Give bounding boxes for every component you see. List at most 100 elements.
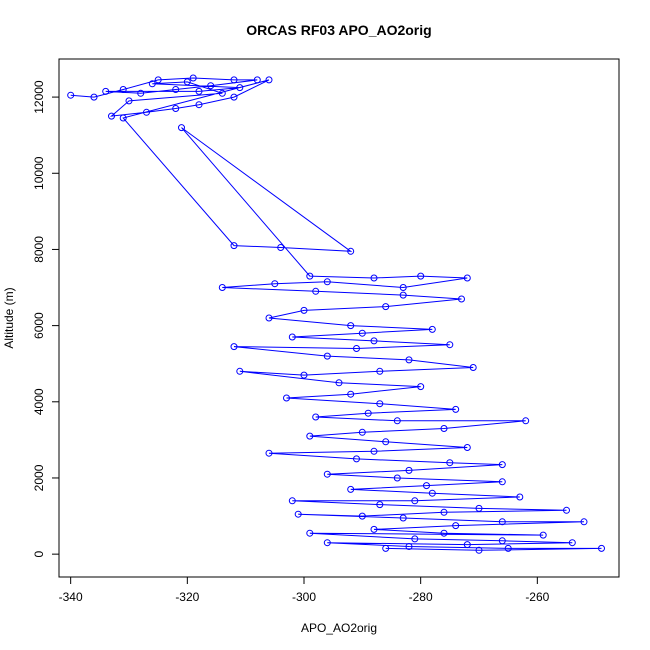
data-point-0-96 <box>370 525 378 533</box>
data-point-0-9 <box>137 89 145 97</box>
data-point-0-48 <box>353 345 360 352</box>
data-point-0-78 <box>393 474 401 482</box>
data-point-0-94 <box>580 518 588 526</box>
data-point-0-97 <box>440 529 448 537</box>
data-point-0-45 <box>288 333 296 341</box>
series-line-0 <box>70 77 602 551</box>
data-point-0-108 <box>475 546 483 554</box>
data-point-0-19 <box>172 105 180 112</box>
data-point-0-61 <box>452 405 460 413</box>
data-point-0-57 <box>417 383 425 391</box>
data-point-0-12 <box>236 84 244 92</box>
data-point-0-82 <box>428 489 436 497</box>
data-point-0-28 <box>306 272 314 280</box>
x-axis: -340 -320 -300 -280 -260 <box>59 576 550 604</box>
x-tick-label-1: -320 <box>175 590 199 604</box>
x-tick-label-4: -260 <box>525 590 549 604</box>
data-point-0-98 <box>539 531 547 539</box>
data-point-0-80 <box>423 482 430 490</box>
data-point-0-13 <box>148 80 156 88</box>
data-point-0-7 <box>207 82 215 90</box>
y-axis-label: Altitude (m) <box>2 287 16 348</box>
data-point-0-95 <box>452 522 460 530</box>
data-point-0-86 <box>376 501 384 509</box>
data-point-0-64 <box>393 417 401 425</box>
data-point-0-107 <box>598 544 605 552</box>
data-point-0-16 <box>125 97 133 105</box>
y-tick-label-2: 4000 <box>32 388 46 415</box>
y-tick-label-1: 2000 <box>32 464 46 491</box>
data-point-0-25 <box>277 244 285 251</box>
data-point-0-30 <box>417 272 425 280</box>
data-point-0-11 <box>195 87 203 95</box>
data-point-0-4 <box>189 74 197 82</box>
data-point-0-106 <box>504 544 512 552</box>
data-point-0-99 <box>306 529 314 537</box>
data-point-0-105 <box>405 543 413 550</box>
data-point-0-6 <box>253 76 261 84</box>
data-point-0-22 <box>265 76 273 84</box>
data-point-0-14 <box>183 78 191 86</box>
data-point-0-59 <box>283 394 290 402</box>
data-point-0-74 <box>446 459 454 467</box>
data-point-0-70 <box>463 444 471 451</box>
data-point-0-68 <box>306 432 314 440</box>
data-point-0-5 <box>230 76 238 84</box>
data-point-0-39 <box>382 303 390 311</box>
data-point-0-26 <box>347 247 355 255</box>
data-point-0-91 <box>294 510 302 518</box>
data-point-0-73 <box>353 455 360 463</box>
data-point-0-33 <box>323 278 331 286</box>
data-point-0-10 <box>102 87 110 95</box>
data-point-0-43 <box>428 325 436 333</box>
data-point-0-85 <box>288 497 296 505</box>
data-point-0-67 <box>358 428 366 436</box>
data-point-0-63 <box>312 413 320 421</box>
data-point-0-17 <box>108 112 115 120</box>
data-point-0-42 <box>347 322 355 330</box>
data-point-0-24 <box>230 242 238 250</box>
data-point-0-81 <box>347 485 355 493</box>
data-point-0-46 <box>370 337 378 345</box>
data-point-0-90 <box>358 512 366 520</box>
data-point-0-37 <box>399 291 407 299</box>
data-point-0-15 <box>218 89 226 97</box>
data-point-0-102 <box>568 539 576 547</box>
data-point-0-32 <box>399 284 407 291</box>
data-point-0-103 <box>463 541 471 549</box>
data-point-0-0 <box>67 91 75 99</box>
data-point-0-55 <box>236 367 244 375</box>
data-point-0-60 <box>376 400 384 408</box>
data-point-0-79 <box>498 478 506 486</box>
data-point-0-47 <box>446 341 454 349</box>
data-point-0-71 <box>370 447 378 455</box>
data-point-0-109 <box>382 544 390 552</box>
x-tick-label-3: -280 <box>409 590 433 604</box>
data-point-0-50 <box>323 352 331 360</box>
data-point-0-52 <box>469 364 477 371</box>
data-point-0-58 <box>347 390 355 398</box>
data-point-0-18 <box>143 108 150 116</box>
y-tick-label-4: 8000 <box>32 236 46 263</box>
data-point-0-66 <box>440 425 448 432</box>
data-point-0-35 <box>218 284 226 291</box>
data-point-0-51 <box>405 356 413 364</box>
data-layer <box>67 74 605 554</box>
data-point-0-62 <box>364 409 372 417</box>
x-axis-label: APO_AO2orig <box>301 621 377 635</box>
data-point-0-21 <box>230 93 238 101</box>
data-point-0-8 <box>172 86 180 93</box>
data-point-0-23 <box>119 114 127 122</box>
data-point-0-101 <box>498 537 506 545</box>
y-tick-label-0: 0 <box>32 550 46 557</box>
data-point-0-56 <box>335 379 343 387</box>
data-point-0-76 <box>405 466 413 474</box>
y-tick-label-3: 6000 <box>32 312 46 339</box>
data-point-0-83 <box>516 493 524 501</box>
data-point-0-93 <box>498 518 506 526</box>
data-point-0-100 <box>411 535 419 543</box>
data-point-0-36 <box>312 287 320 295</box>
data-point-0-27 <box>178 124 185 132</box>
data-point-0-75 <box>498 461 506 469</box>
